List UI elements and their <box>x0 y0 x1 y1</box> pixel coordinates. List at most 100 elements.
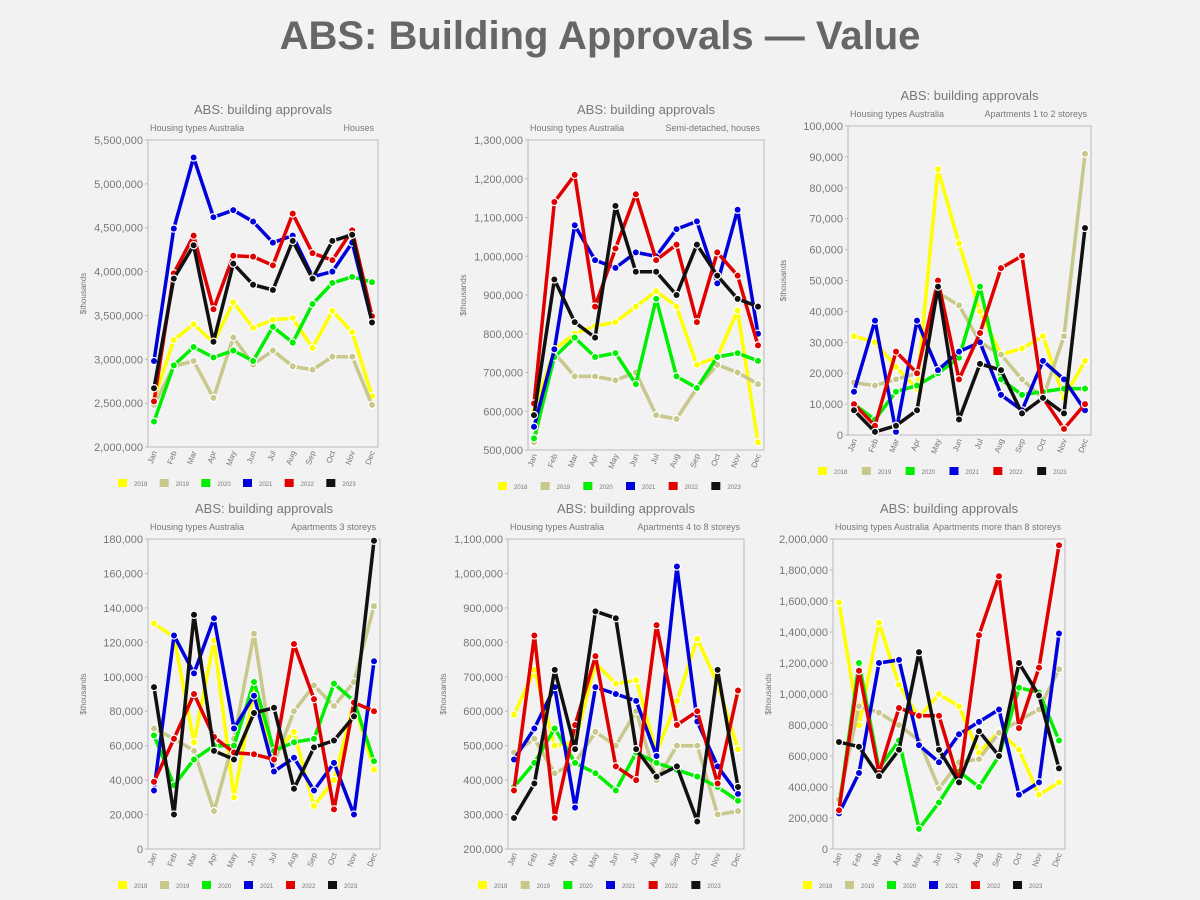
data-point-2022 <box>914 711 924 720</box>
data-point-2023 <box>149 682 159 692</box>
data-point-2018 <box>954 239 964 248</box>
legend-swatch-2018 <box>803 881 812 889</box>
data-point-2023 <box>347 230 357 239</box>
y-tick-label: 20,000 <box>109 810 143 822</box>
x-tick-label: Nov <box>709 852 722 868</box>
data-point-2021 <box>189 669 199 678</box>
x-tick-label: Aug <box>286 852 299 868</box>
y-tick-label: 140,000 <box>103 603 143 615</box>
data-point-2022 <box>954 375 964 384</box>
data-point-2022 <box>974 630 984 640</box>
data-point-2023 <box>268 285 278 295</box>
x-tick-label: Jul <box>952 851 964 864</box>
data-point-2021 <box>996 390 1006 400</box>
data-point-2022 <box>1080 399 1090 409</box>
legend-label-2020: 2020 <box>579 884 593 890</box>
data-point-2020 <box>149 731 159 740</box>
data-point-2020 <box>347 272 357 282</box>
data-point-2021 <box>1014 790 1024 799</box>
chart-subtitle-right: Apartments 3 storeys <box>291 522 377 532</box>
data-point-2023 <box>934 745 944 754</box>
legend-swatch-2018 <box>118 881 127 889</box>
data-point-2019 <box>590 372 600 381</box>
series-line-2023 <box>152 232 374 390</box>
data-point-2022 <box>550 813 559 823</box>
y-tick-label: 1,200,000 <box>779 658 828 670</box>
data-point-2018 <box>631 676 641 685</box>
data-point-2020 <box>229 346 238 355</box>
data-point-2018 <box>509 710 519 719</box>
x-tick-label: May <box>587 852 601 869</box>
x-tick-label: Dec <box>730 852 743 868</box>
data-point-2023 <box>713 665 722 675</box>
y-tick-label: 30,000 <box>809 337 843 349</box>
data-point-2020 <box>753 356 763 366</box>
data-point-2021 <box>733 205 742 214</box>
chart-subtitle-right: Apartments more than 8 storeys <box>933 522 1062 532</box>
y-tick-label: 100,000 <box>803 121 843 133</box>
x-tick-label: Dec <box>1077 438 1090 454</box>
data-point-2019 <box>550 769 559 778</box>
data-point-2022 <box>550 197 559 207</box>
data-point-2022 <box>611 762 621 771</box>
chart-title: ABS: building approvals <box>900 88 1039 103</box>
y-tick-label: 100,000 <box>103 672 143 684</box>
data-point-2022 <box>289 639 299 649</box>
data-point-2021 <box>349 810 359 819</box>
data-point-2021 <box>529 422 539 431</box>
data-point-2021 <box>570 221 579 230</box>
x-tick-label: Feb <box>526 851 539 868</box>
data-point-2023 <box>570 317 579 327</box>
data-point-2022 <box>209 305 218 314</box>
data-point-2020 <box>934 798 944 807</box>
chart-subtitle-right: Houses <box>343 123 374 133</box>
series-line-2023 <box>512 609 740 824</box>
x-tick-label: Jan <box>146 852 159 867</box>
data-point-2021 <box>954 730 964 739</box>
data-point-2018 <box>169 335 179 345</box>
y-tick-label: 400,000 <box>788 782 828 794</box>
data-point-2023 <box>530 779 539 788</box>
chart-subtitle-left: Housing types Australia <box>835 522 929 532</box>
legend-label-2021: 2021 <box>260 884 274 890</box>
y-tick-label: 180,000 <box>103 534 143 546</box>
data-point-2023 <box>652 772 661 781</box>
legend-label-2023: 2023 <box>344 884 358 890</box>
x-tick-label: Apr <box>909 437 922 452</box>
data-point-2021 <box>149 356 159 366</box>
legend-swatch-2020 <box>563 881 573 889</box>
series-line-2021 <box>152 616 376 817</box>
data-point-2019 <box>733 368 742 377</box>
data-point-2022 <box>692 317 702 327</box>
x-tick-label: Jul <box>267 851 279 864</box>
y-tick-label: 2,500,000 <box>94 398 143 410</box>
data-point-2023 <box>994 751 1004 761</box>
legend-label-2023: 2023 <box>1029 884 1043 890</box>
x-tick-label: Oct <box>689 851 702 867</box>
x-tick-label: Aug <box>971 852 984 868</box>
legend-label-2020: 2020 <box>922 470 936 476</box>
data-point-2021 <box>309 786 319 795</box>
data-point-2023 <box>611 201 620 211</box>
legend-label-2021: 2021 <box>259 482 273 488</box>
data-point-2021 <box>1034 778 1044 787</box>
data-point-2023 <box>753 302 763 311</box>
y-tick-label: 1,400,000 <box>779 627 828 639</box>
data-point-2021 <box>209 212 218 222</box>
x-tick-label: Sep <box>306 851 320 868</box>
legend-label-2018: 2018 <box>819 884 833 890</box>
legend-label-2023: 2023 <box>342 482 356 488</box>
x-tick-label: Aug <box>668 453 681 469</box>
x-tick-label: Jan <box>846 438 859 453</box>
data-point-2023 <box>249 708 259 718</box>
data-point-2019 <box>328 352 337 361</box>
x-tick-label: May <box>225 852 239 869</box>
data-point-2019 <box>651 410 661 420</box>
data-point-2021 <box>652 751 661 761</box>
data-point-2021 <box>189 153 198 162</box>
data-point-2020 <box>692 383 702 393</box>
series-line-2022 <box>152 642 376 812</box>
data-point-2018 <box>550 741 559 750</box>
y-axis-label: $thousands <box>79 673 88 714</box>
data-point-2018 <box>631 302 641 311</box>
